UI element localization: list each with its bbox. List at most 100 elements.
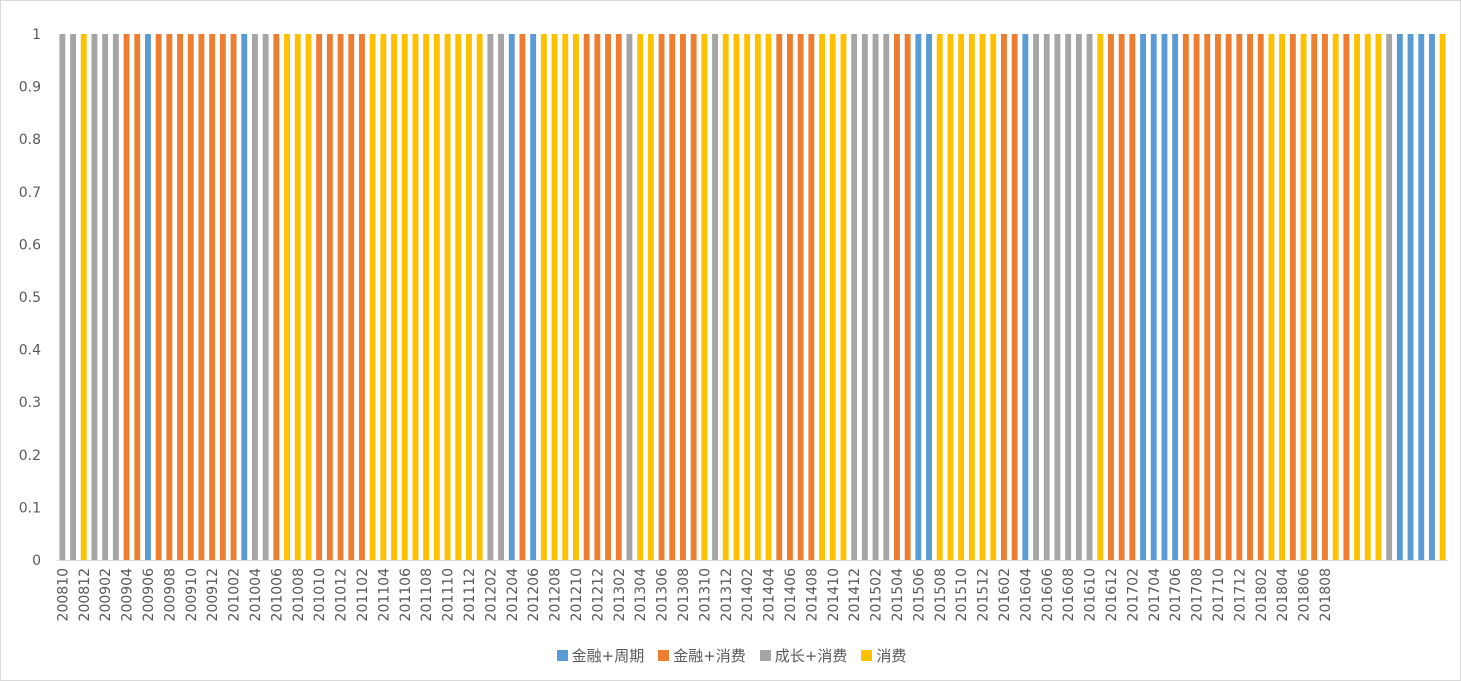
bar (1279, 34, 1286, 560)
x-tick-label: 201802 (1254, 568, 1270, 621)
bar (112, 34, 119, 560)
x-tick-label: 201512 (976, 568, 992, 621)
x-tick-label: 201606 (1040, 568, 1056, 622)
bar (1236, 34, 1243, 560)
bar (851, 34, 858, 560)
bar (765, 34, 772, 560)
x-tick-label: 201402 (740, 568, 756, 621)
bar (1364, 34, 1371, 560)
x-tick-label: 201210 (569, 568, 585, 621)
bar (990, 34, 997, 560)
bar (59, 34, 66, 560)
bar (369, 34, 376, 560)
x-tick-label: 201204 (505, 568, 521, 622)
bar (294, 34, 301, 560)
legend-label: 成长+消费 (774, 647, 848, 665)
bar (1396, 34, 1403, 560)
y-tick-label: 0.5 (19, 290, 41, 306)
bar (1118, 34, 1125, 560)
x-tick-label: 201506 (911, 568, 927, 622)
regime-bar-chart: 00.10.20.30.40.50.60.70.80.91 200810 2008… (19, 27, 1448, 622)
bar (701, 34, 708, 560)
x-tick-label: 200908 (162, 568, 178, 621)
bar (412, 34, 419, 560)
bar (744, 34, 751, 560)
bar (562, 34, 569, 560)
x-tick-label: 201308 (676, 568, 692, 621)
bar (519, 34, 526, 560)
x-tick-label: 201702 (1125, 568, 1141, 621)
bar (166, 34, 173, 560)
bar (872, 34, 879, 560)
x-tick-label: 201712 (1232, 568, 1248, 621)
bar (722, 34, 729, 560)
bar (241, 34, 248, 560)
bar (230, 34, 237, 560)
bar (380, 34, 387, 560)
bar (979, 34, 986, 560)
bar (1354, 34, 1360, 560)
x-axis: 200810 200812 200902 200904 200906 200908 2009… (55, 568, 1334, 622)
x-tick-label: 200902 (98, 568, 114, 621)
bar (1108, 34, 1114, 560)
legend-swatch (861, 650, 873, 661)
x-tick-label: 201602 (997, 568, 1013, 621)
x-tick-label: 201106 (398, 568, 414, 622)
bar (904, 34, 911, 560)
bar (861, 34, 868, 560)
bar (690, 34, 697, 560)
y-tick-label: 0 (32, 553, 41, 569)
x-tick-label: 201104 (376, 568, 392, 622)
x-tick-label: 201604 (1018, 568, 1034, 622)
bar (551, 34, 558, 560)
bar (187, 34, 194, 560)
bar (219, 34, 226, 560)
x-tick-label: 200904 (120, 568, 136, 622)
bar (1054, 34, 1061, 560)
x-tick-label: 201004 (248, 568, 264, 622)
bar (326, 34, 333, 560)
bar (337, 34, 344, 560)
x-tick-label: 201806 (1297, 568, 1313, 622)
bar (1418, 34, 1425, 560)
bar (1097, 34, 1104, 560)
bar (284, 34, 290, 560)
bar (669, 34, 676, 560)
bar (1429, 34, 1435, 560)
x-tick-label: 201410 (826, 568, 842, 621)
x-tick-label: 201206 (526, 568, 542, 622)
bar (583, 34, 590, 560)
bar (455, 34, 462, 560)
bar (712, 34, 718, 560)
bar (1225, 34, 1232, 560)
x-tick-label: 201312 (719, 568, 735, 621)
bar (177, 34, 183, 560)
bar (626, 34, 633, 560)
x-tick-label: 201608 (1061, 568, 1077, 621)
bar-series (59, 34, 1446, 560)
bar (1204, 34, 1211, 560)
bar (1332, 34, 1339, 560)
bar (1322, 34, 1328, 560)
bar (1386, 34, 1393, 560)
x-tick-label: 201006 (269, 568, 285, 622)
x-tick-label: 201508 (933, 568, 949, 621)
bar (968, 34, 975, 560)
y-axis: 0 0.1 0.2 0.3 0.4 0.5 0.6 0.7 0.8 0.9 1 (19, 27, 41, 569)
y-tick-label: 0.1 (19, 500, 41, 516)
x-tick-label: 201008 (291, 568, 307, 621)
bar (1289, 34, 1296, 560)
bar (615, 34, 622, 560)
bar (498, 34, 504, 560)
x-tick-label: 201504 (890, 568, 906, 622)
bar (466, 34, 472, 560)
bar (594, 34, 601, 560)
bar (487, 34, 494, 560)
bar (1065, 34, 1072, 560)
bar (754, 34, 761, 560)
y-tick-label: 0.2 (19, 448, 41, 464)
x-tick-label: 200812 (77, 568, 93, 621)
x-tick-label: 201304 (633, 568, 649, 622)
bar (444, 34, 451, 560)
